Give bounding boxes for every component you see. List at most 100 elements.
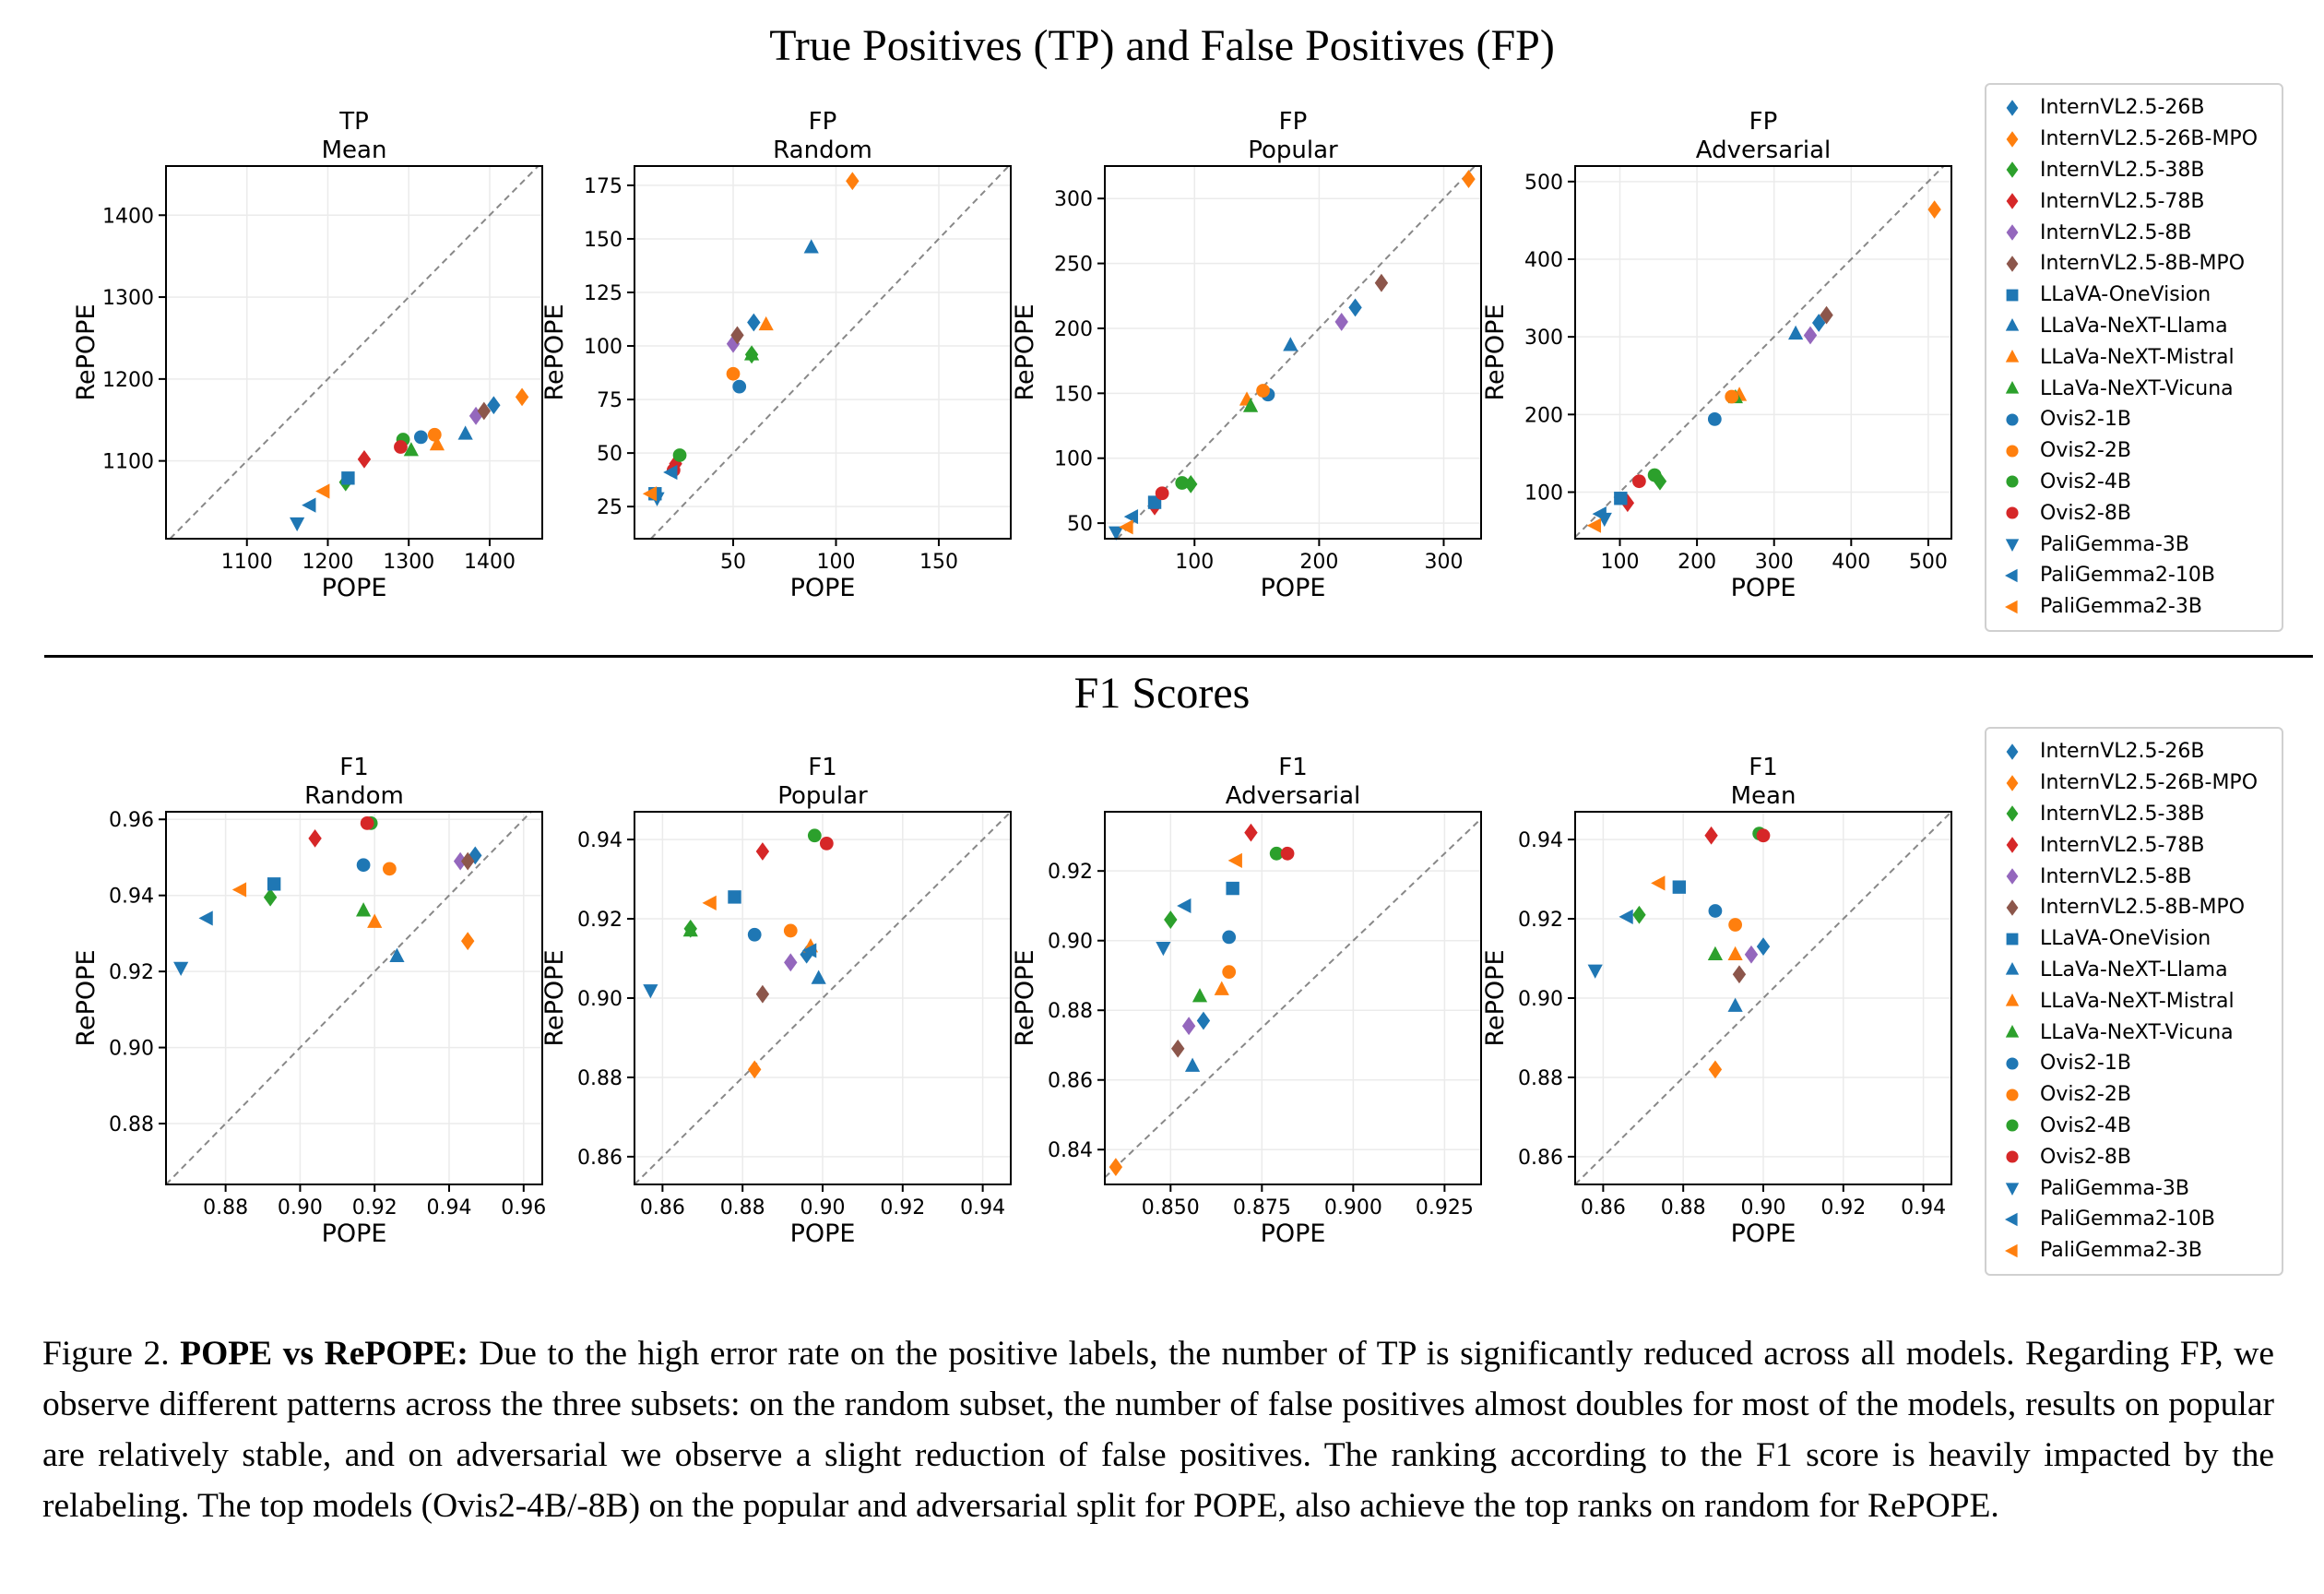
chart-6: 0.86 0.88 0.90 0.92 0.94 0.86 0.88 0.90 0.92 0.94… (540, 754, 1012, 1248)
data-point (1725, 389, 1739, 404)
section-title-bottom: F1 Scores (1073, 669, 1251, 718)
data-point (800, 945, 813, 964)
data-point (1728, 918, 1742, 932)
x-tick-label: 0.875 (1233, 1196, 1291, 1219)
y-tick-label: 25 (597, 496, 622, 519)
y-tick-label: 175 (584, 175, 622, 198)
legend-item: PaliGemma2-3B (1996, 591, 2272, 623)
x-tick-label: 0.86 (1581, 1196, 1626, 1219)
legend-label: InternVL2.5-26B (2040, 740, 2205, 764)
data-point (846, 172, 860, 191)
data-point (1214, 981, 1229, 995)
data-point (747, 927, 762, 942)
y-tick-label: 100 (1524, 482, 1563, 506)
y-tick-label: 150 (1054, 383, 1093, 406)
chart-subtitle: Mean (322, 137, 387, 164)
legend-marker (2005, 539, 2020, 553)
data-point (801, 943, 817, 958)
identity-line (1104, 817, 1482, 1179)
legend-marker (2006, 506, 2019, 519)
chart-subtitle: Mean (1731, 782, 1796, 810)
data-point (1707, 946, 1724, 961)
x-tick-label: 0.90 (800, 1196, 846, 1219)
legend-label: LLaVa-NeXT-Vicuna (2040, 376, 2234, 400)
data-point (1269, 846, 1284, 861)
data-point (1632, 474, 1646, 489)
y-tick-label: 400 (1524, 249, 1563, 272)
identity-line (650, 165, 1010, 540)
x-tick-label: 200 (1299, 551, 1338, 574)
legend-marker (2005, 350, 2020, 363)
legend-marker-icon (2006, 256, 2019, 272)
data-point (267, 877, 281, 891)
x-axis-label: POPE (1261, 574, 1326, 602)
data-point (755, 842, 770, 861)
legend-item: InternVL2.5-26B-MPO (1996, 767, 2272, 799)
legend-item: PaliGemma2-3B (1996, 1235, 2272, 1267)
legend-marker (2006, 774, 2019, 791)
x-tick-label: 0.96 (501, 1196, 546, 1219)
legend-marker (2006, 289, 2019, 302)
x-tick-label: 500 (1909, 551, 1948, 574)
data-point (1707, 412, 1722, 426)
data-point (355, 902, 372, 917)
legend-marker-icon (2006, 868, 2019, 885)
chart-subtitle: Adversarial (1696, 137, 1831, 164)
x-tick-label: 100 (816, 551, 855, 574)
legend-marker (2006, 933, 2019, 946)
legend-label: PaliGemma2-3B (2040, 595, 2202, 619)
x-tick-label: 150 (919, 551, 958, 574)
data-point (728, 890, 741, 904)
legend-label: Ovis2-1B (2040, 408, 2131, 432)
data-point (702, 895, 717, 910)
legend-marker-icon (2005, 993, 2020, 1006)
data-point (1164, 910, 1178, 929)
data-point (403, 442, 419, 457)
chart-title: FP (1749, 108, 1778, 136)
legend-item: InternVL2.5-8B (1996, 861, 2272, 892)
data-point (1156, 941, 1171, 957)
x-tick-label: 1400 (464, 551, 516, 574)
legend-marker-icon (2006, 899, 2019, 916)
data-point (1222, 965, 1237, 980)
data-point (487, 396, 501, 415)
data-point (1820, 305, 1833, 325)
legend-marker (2005, 993, 2020, 1006)
y-tick-label: 300 (1054, 188, 1093, 211)
data-point (784, 953, 798, 972)
legend-item: PaliGemma2-10B (1996, 560, 2272, 591)
x-tick-label: 1200 (302, 551, 353, 574)
data-point (642, 486, 658, 502)
data-point (783, 923, 798, 938)
legend-marker (2005, 381, 2020, 394)
legend-marker (2006, 445, 2019, 458)
y-tick-label: 0.86 (1048, 1070, 1093, 1093)
data-point (803, 239, 819, 254)
legend-marker (2006, 743, 2019, 760)
chart-5: 0.88 0.90 0.92 0.94 0.96 0.88 0.90 0.92 0.94 0.96… (72, 754, 546, 1248)
legend-label: PaliGemma2-10B (2040, 1207, 2215, 1231)
y-tick-label: 0.94 (577, 829, 622, 852)
x-tick-label: 400 (1832, 551, 1870, 574)
y-tick-label: 0.86 (1518, 1147, 1563, 1170)
legend-label: PaliGemma2-3B (2040, 1239, 2202, 1263)
data-point (453, 851, 468, 871)
y-tick-label: 0.88 (109, 1113, 154, 1136)
data-point (1586, 517, 1602, 533)
data-point (1374, 273, 1389, 292)
data-point (1651, 875, 1666, 891)
x-tick-label: 100 (1600, 551, 1639, 574)
data-point (1119, 519, 1133, 535)
data-point (1334, 313, 1348, 331)
data-point (1462, 170, 1476, 188)
data-point (1756, 937, 1771, 957)
legend-marker (2006, 1057, 2019, 1070)
chart-title: F1 (1749, 754, 1778, 781)
legend-label: Ovis2-4B (2040, 470, 2131, 494)
data-point (1222, 930, 1237, 945)
x-tick-label: 300 (1755, 551, 1794, 574)
data-point (1256, 384, 1270, 398)
data-point (457, 425, 473, 440)
identity-line (165, 811, 532, 1185)
